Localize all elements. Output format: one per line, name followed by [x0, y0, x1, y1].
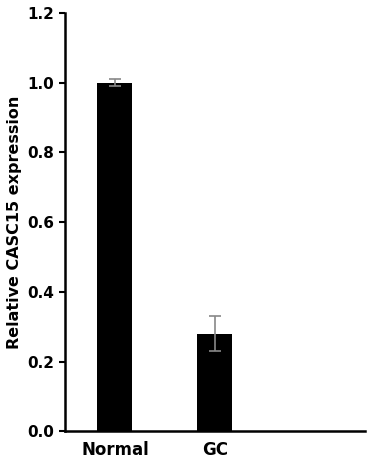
Bar: [97, 82, 132, 432]
Y-axis label: Relative CASC15 expression: Relative CASC15 expression: [7, 96, 22, 349]
Bar: [198, 334, 232, 432]
